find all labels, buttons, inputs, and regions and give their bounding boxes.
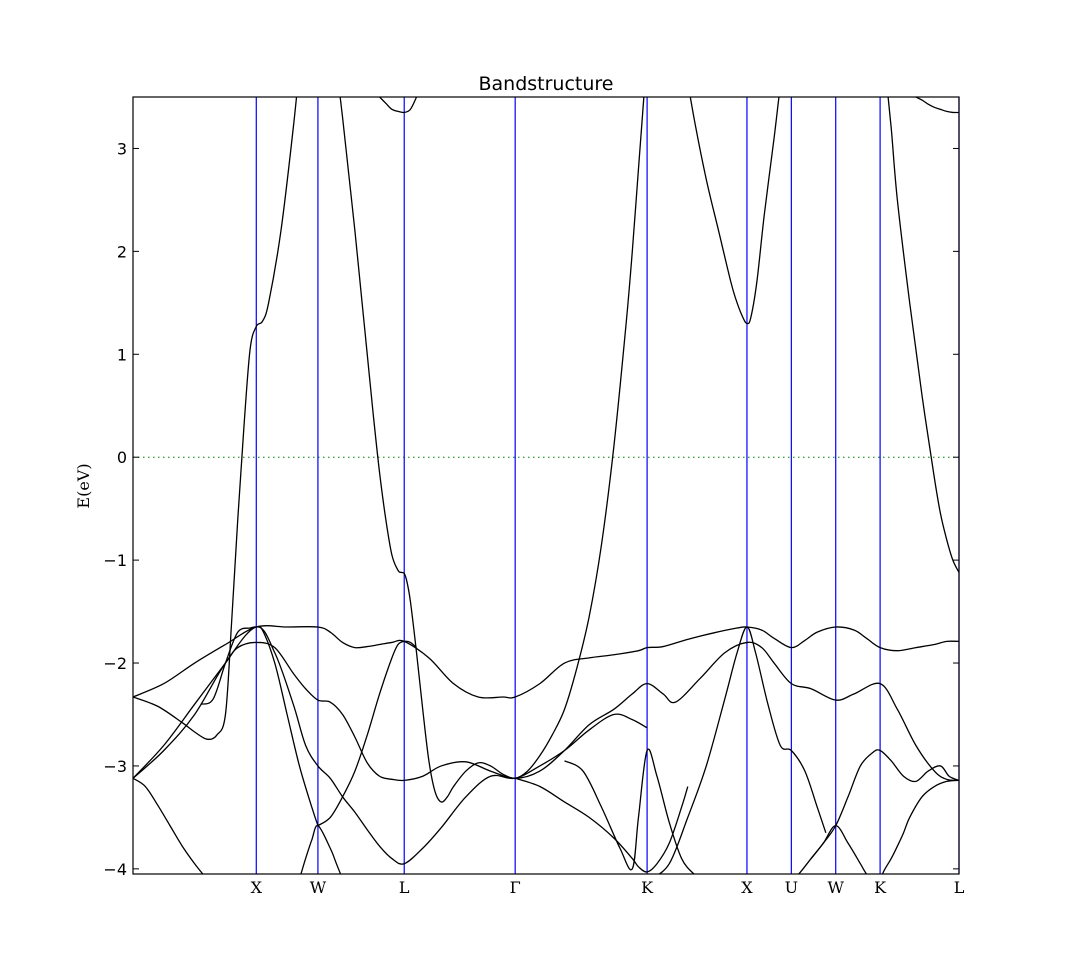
plot-frame [132, 96, 960, 875]
band-line [810, 824, 868, 874]
band-line [658, 626, 827, 874]
y-tick-label: −4 [103, 860, 127, 879]
bands-layer [133, 97, 959, 874]
band-line [915, 97, 959, 114]
band-line [379, 97, 418, 114]
band-line [200, 625, 319, 826]
band-line [514, 777, 689, 873]
x-tick-label: W [310, 878, 327, 897]
x-tick-label: X [741, 878, 753, 897]
band-line [133, 641, 959, 782]
chart-title: Bandstructure [478, 73, 613, 95]
band-line [133, 625, 959, 699]
band-line [300, 824, 342, 874]
band-line [881, 779, 959, 874]
y-tick-label: −3 [103, 757, 127, 776]
band-line [339, 97, 645, 803]
band-line [133, 97, 298, 740]
y-tick-label: −1 [103, 551, 127, 570]
symmetry-lines-layer [255, 97, 960, 874]
band-line [797, 749, 959, 874]
x-tick-label: L [399, 878, 410, 897]
band-line [133, 777, 204, 874]
x-tick-label: L [954, 878, 965, 897]
y-tick-label: 2 [117, 242, 127, 261]
band-line [887, 97, 959, 573]
x-tick-label: W [827, 878, 844, 897]
ticks-layer: X W L Γ K X U W K L 3 2 1 0 −1 −2 −3 −4 [103, 139, 964, 897]
y-tick-label: 0 [117, 448, 127, 467]
x-tick-label: X [251, 878, 263, 897]
y-axis-label: E(eV) [74, 463, 93, 508]
x-tick-label: K [641, 878, 654, 897]
band-line [689, 97, 780, 325]
y-tick-label: 1 [117, 345, 127, 364]
band-line [317, 640, 417, 827]
band-line [564, 748, 695, 874]
x-tick-label: U [785, 878, 798, 897]
y-tick-label: −2 [103, 654, 127, 673]
y-tick-label: 3 [117, 139, 127, 158]
x-tick-label: Γ [510, 878, 521, 897]
x-tick-label: K [874, 878, 887, 897]
